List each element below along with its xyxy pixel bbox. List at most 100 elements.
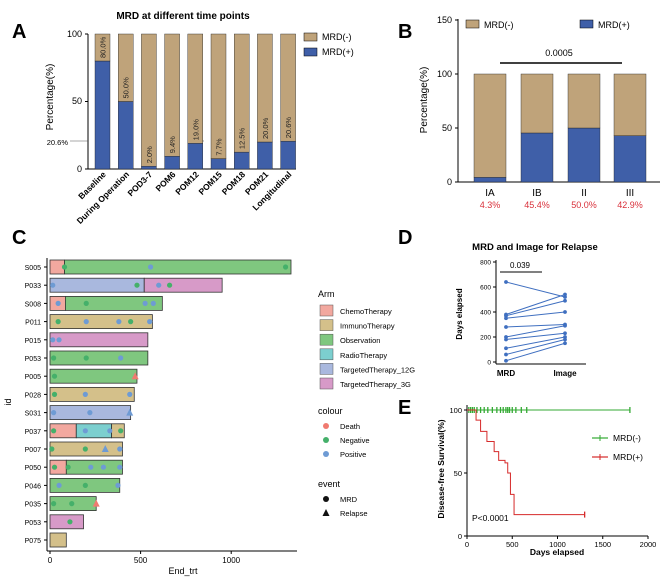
panel-c-legend-arm-label: Observation — [340, 336, 380, 345]
panel-e-ytick: 100 — [449, 406, 462, 415]
panel-b-xlabel: III — [626, 188, 634, 199]
panel-a-ytick: 0 — [77, 164, 82, 174]
panel-b-legend-swatch-neg — [465, 19, 480, 29]
panel-c-legend-arm-swatch — [319, 377, 334, 390]
panel-b-bar-pos — [613, 135, 647, 183]
panel-d-ytick: 600 — [480, 285, 491, 292]
panel-c-row-id: P011 — [25, 320, 41, 327]
panel-d-pair-line — [505, 324, 566, 328]
panel-b-xlabel: II — [581, 188, 587, 199]
panel-a-bar-neg — [94, 33, 111, 62]
panel-c-legend-colour-dot — [323, 451, 329, 457]
panel-e-xtick: 1500 — [594, 540, 611, 549]
panel-c-mrd-event — [116, 319, 122, 325]
panel-d-pair-line — [505, 294, 566, 315]
panel-c-legend-arm-swatch — [319, 319, 334, 331]
panel-a-value-label: 19.0% — [191, 119, 200, 141]
panel-c-row-id: P053 — [25, 356, 41, 363]
panel-c-legend-arm-swatch — [319, 304, 334, 317]
panel-c-mrd-event — [56, 482, 62, 488]
panel-c-mrd-event — [69, 501, 75, 507]
panel-b-pvalue: 0.0005 — [545, 48, 573, 58]
panel-c-legend-arm-label: ChemoTherapy — [340, 307, 392, 316]
panel-c-row-id: P046 — [25, 483, 41, 490]
panel-a-xlabel: POM18 — [220, 169, 248, 197]
panel-a-value-label: 9.4% — [168, 136, 177, 153]
panel-a-value-label: 50.0% — [122, 77, 131, 99]
panel-b-bar-pos — [567, 127, 601, 183]
panel-c-mrd-event — [56, 337, 62, 343]
panel-b-bar-pos — [473, 177, 507, 183]
panel-c-treatment-bar — [64, 259, 292, 275]
panel-d-point-mrd — [504, 358, 508, 363]
panel-c-row-id: P005 — [25, 374, 41, 381]
panel-c-row-id: S031 — [25, 411, 41, 418]
panel-a-legend-pos: MRD(+) — [322, 47, 354, 57]
panel-c-mrd-event — [55, 300, 61, 306]
panel-d-title: MRD and Image for Relapse — [472, 242, 598, 253]
panel-d-point-mrd — [504, 337, 508, 342]
panel-c-mrd-event — [128, 319, 134, 325]
panel-d: D MRD and Image for Relapse Days elapsed… — [398, 227, 598, 378]
panel-e-pvalue: P<0.0001 — [472, 513, 509, 523]
panel-a-xlabel: POD3-7 — [126, 169, 155, 198]
panel-a-bar-pos — [280, 140, 296, 170]
panel-c-mrd-event — [50, 282, 56, 288]
panel-a-bar-neg — [117, 33, 134, 102]
panel-b-bar-pos — [520, 132, 554, 183]
panel-c-treatment-bar — [49, 368, 138, 384]
panel-a-bar-pos — [210, 158, 227, 170]
panel-c-mrd-event — [87, 410, 93, 416]
panel-b-ytick: 100 — [437, 69, 452, 79]
panel-d-pair-line — [505, 339, 566, 355]
panel-e-survival-curve — [467, 409, 585, 516]
panel-a-legend-neg: MRD(-) — [322, 32, 352, 42]
panel-c-treatment-bar — [49, 514, 84, 530]
panel-b-bar-neg — [567, 73, 601, 129]
panel-a-legend-swatch-neg — [303, 32, 318, 42]
panel-d-point-image — [563, 292, 567, 297]
panel-a-ytick: 50 — [72, 96, 82, 106]
panel-a-bar-pos — [94, 60, 111, 170]
panel-d-pair-line — [505, 342, 566, 362]
panel-c-mrd-event — [51, 391, 58, 397]
panel-b-ylabel: Percentage(%) — [419, 67, 430, 134]
panel-c-mrd-event — [49, 446, 55, 452]
panel-c-mrd-event — [65, 464, 71, 470]
panel-a-bar-neg — [280, 33, 296, 142]
panel-c-row-id: P033 — [25, 283, 41, 290]
panel-a-bar-pos — [141, 166, 157, 170]
panel-c-legend-arm-swatch — [319, 333, 334, 346]
panel-c-legend-colour-dot — [323, 437, 329, 443]
panel-c-mrd-event — [51, 355, 57, 361]
panel-a-value-label: 80.0% — [99, 36, 108, 58]
panel-c-legend-colour-title: colour — [318, 406, 343, 416]
panel-c-mrd-event — [117, 464, 123, 470]
panel-c-treatment-bar — [49, 332, 149, 348]
panel-d-ylabel: Days elapsed — [455, 288, 464, 339]
panel-b-letter: B — [398, 21, 412, 43]
panel-c-mrd-event — [51, 464, 58, 470]
panel-b-ytick: 50 — [442, 123, 452, 133]
panel-c-legend-arm-swatch — [319, 348, 334, 361]
panel-c-relapse-event — [131, 372, 139, 380]
panel-a-bar-neg — [233, 33, 250, 153]
panel-c-mrd-event — [83, 319, 89, 325]
panel-c-legend-event-circle — [323, 496, 329, 502]
panel-a-bar-neg — [210, 33, 227, 159]
panel-c-mrd-event — [127, 391, 133, 397]
panel-c-row-id: P037 — [25, 429, 41, 436]
panel-e-xtick: 1000 — [549, 540, 566, 549]
panel-d-pvalue: 0.039 — [510, 261, 531, 270]
panel-c-mrd-event — [51, 501, 57, 507]
panel-b-legend-swatch-pos — [579, 19, 594, 29]
panel-d-ytick: 0 — [487, 360, 491, 367]
panel-c-legend-event-triangle — [322, 509, 330, 516]
panel-d-point-image — [563, 298, 567, 303]
panel-c-mrd-event — [51, 410, 57, 416]
panel-c-mrd-event — [88, 464, 94, 470]
panel-c-legend-arm-label: RadioTherapy — [340, 351, 387, 360]
panel-a-value-label: 2.0% — [145, 146, 154, 163]
panel-b-legend-neg: MRD(-) — [484, 20, 514, 30]
